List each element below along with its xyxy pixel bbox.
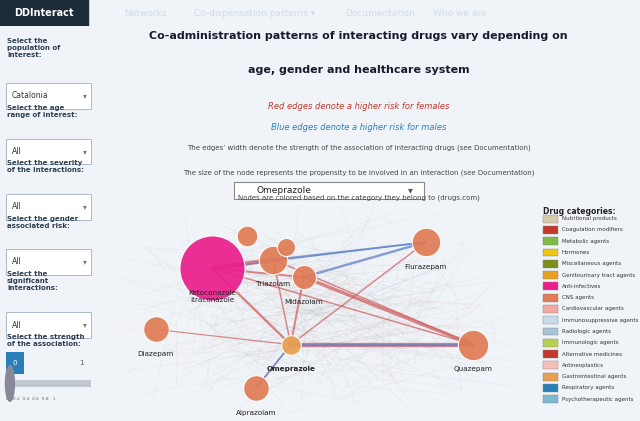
Bar: [0, 0, 88, 26]
Bar: [543, 328, 557, 336]
Point: [251, 385, 261, 392]
FancyBboxPatch shape: [6, 194, 92, 220]
Text: Immunosuppressive agents: Immunosuppressive agents: [562, 318, 638, 323]
Text: Red edges denote a higher risk for females: Red edges denote a higher risk for femal…: [268, 102, 449, 111]
Bar: [543, 316, 557, 324]
Text: ▾: ▾: [83, 147, 87, 156]
FancyBboxPatch shape: [234, 182, 424, 200]
Bar: [6, 380, 92, 387]
Text: Genitourinary tract agents: Genitourinary tract agents: [562, 272, 635, 277]
FancyBboxPatch shape: [6, 352, 24, 373]
Text: Omeprazole: Omeprazole: [256, 186, 311, 195]
Text: Radiologic agents: Radiologic agents: [562, 329, 611, 334]
Bar: [543, 282, 557, 290]
Bar: [543, 226, 557, 234]
Text: ▾: ▾: [83, 91, 87, 101]
Text: Select the strength
of the association:: Select the strength of the association:: [7, 334, 84, 347]
Bar: [543, 350, 557, 358]
Bar: [543, 373, 557, 381]
Text: The size of the node represents the propensity to be involved in an interaction : The size of the node represents the prop…: [183, 169, 534, 176]
Text: Co-dispensation patterns ▾: Co-dispensation patterns ▾: [195, 8, 316, 18]
Point: [281, 243, 291, 250]
Point: [285, 341, 296, 348]
Text: CNS agents: CNS agents: [562, 295, 594, 300]
Bar: [543, 237, 557, 245]
Point: [268, 256, 278, 263]
Text: Coagulation modifiers: Coagulation modifiers: [562, 227, 623, 232]
FancyBboxPatch shape: [6, 312, 92, 338]
Bar: [543, 248, 557, 256]
Text: Alternative medicines: Alternative medicines: [562, 352, 622, 357]
Text: Hormones: Hormones: [562, 250, 590, 255]
Bar: [543, 384, 557, 392]
Text: Antineoplastics: Antineoplastics: [562, 363, 604, 368]
Text: 0: 0: [13, 360, 17, 366]
Point: [150, 326, 161, 333]
FancyBboxPatch shape: [6, 83, 92, 109]
Text: Select the severity
of the interactions:: Select the severity of the interactions:: [7, 160, 84, 173]
Text: Flurazepam: Flurazepam: [404, 264, 447, 270]
Bar: [543, 260, 557, 268]
Text: age, gender and healthcare system: age, gender and healthcare system: [248, 65, 470, 75]
Text: Quazepam: Quazepam: [454, 366, 493, 373]
Text: Co-administration patterns of interacting drugs vary depending on: Co-administration patterns of interactin…: [150, 32, 568, 41]
Text: Gastrointestinal agents: Gastrointestinal agents: [562, 374, 626, 379]
Text: ▾: ▾: [83, 257, 87, 266]
Text: The edges’ width denote the strength of the association of interacting drugs (se: The edges’ width denote the strength of …: [187, 144, 531, 151]
Text: Drug categories:: Drug categories:: [543, 207, 616, 216]
Text: Omeprazole: Omeprazole: [266, 366, 315, 373]
Text: 0   0.2  0.4  0.6  0.8   1: 0 0.2 0.4 0.6 0.8 1: [6, 397, 56, 401]
Bar: [543, 305, 557, 313]
Point: [468, 341, 479, 348]
Text: All: All: [12, 202, 22, 211]
Text: Select the age
range of interest:: Select the age range of interest:: [7, 105, 77, 118]
Text: 1: 1: [79, 360, 84, 366]
Text: Select the
population of
interest:: Select the population of interest:: [7, 38, 60, 58]
Text: Immunologic agents: Immunologic agents: [562, 340, 618, 345]
Text: ▾: ▾: [83, 202, 87, 211]
FancyBboxPatch shape: [6, 249, 92, 275]
Text: ▾: ▾: [83, 320, 87, 330]
Bar: [543, 215, 557, 223]
Text: DDInteract: DDInteract: [14, 8, 74, 18]
Text: All: All: [12, 147, 22, 156]
Point: [420, 239, 431, 245]
Text: Networks: Networks: [124, 8, 166, 18]
Text: Alprazolam: Alprazolam: [236, 410, 276, 416]
Text: Psychotherapeutic agents: Psychotherapeutic agents: [562, 397, 634, 402]
Bar: [543, 361, 557, 369]
Text: Documentation: Documentation: [345, 8, 415, 18]
Text: Blue edges denote a higher risk for males: Blue edges denote a higher risk for male…: [271, 123, 447, 132]
Text: Respiratory agents: Respiratory agents: [562, 386, 614, 390]
Text: Anti-infectives: Anti-infectives: [562, 284, 601, 289]
Text: Diazepam: Diazepam: [138, 351, 174, 357]
Text: Midazolam: Midazolam: [284, 299, 323, 305]
Text: All: All: [12, 320, 22, 330]
Text: ▾: ▾: [408, 186, 413, 195]
Text: Triazolam: Triazolam: [256, 281, 291, 288]
Text: Ketoconazole
Itraconazole: Ketoconazole Itraconazole: [188, 290, 236, 303]
Text: Nutritional products: Nutritional products: [562, 216, 616, 221]
Bar: [543, 271, 557, 279]
Text: Metabolic agents: Metabolic agents: [562, 239, 609, 244]
Text: Nodes are colored based on the category they belong to (drugs.com): Nodes are colored based on the category …: [238, 194, 480, 200]
Text: All: All: [12, 257, 22, 266]
Text: Miscellaneous agents: Miscellaneous agents: [562, 261, 621, 266]
Point: [299, 274, 309, 280]
Bar: [543, 395, 557, 403]
Circle shape: [6, 366, 14, 401]
Text: Cardiovascular agents: Cardiovascular agents: [562, 306, 623, 312]
Point: [207, 265, 218, 272]
Text: Select the
significant
interactions:: Select the significant interactions:: [7, 271, 58, 291]
Point: [242, 232, 252, 239]
Bar: [543, 294, 557, 301]
Text: Who we are: Who we are: [433, 8, 487, 18]
Text: Select the gender
associated risk:: Select the gender associated risk:: [7, 216, 78, 229]
FancyBboxPatch shape: [6, 139, 92, 164]
Bar: [543, 339, 557, 347]
Text: Catalonia: Catalonia: [12, 91, 49, 101]
